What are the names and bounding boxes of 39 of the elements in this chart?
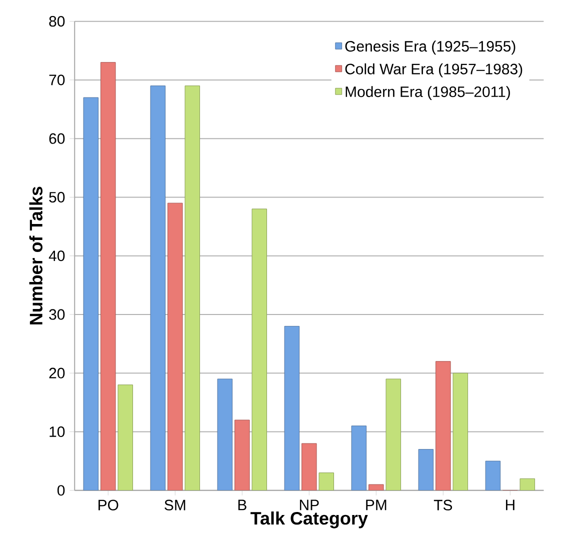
y-tick-label: 0 bbox=[57, 485, 65, 496]
bar bbox=[118, 384, 133, 490]
y-tick-label: 60 bbox=[49, 133, 65, 144]
bar bbox=[284, 326, 300, 490]
y-tick-label: 40 bbox=[48, 250, 65, 262]
bar bbox=[418, 449, 434, 490]
x-tick-label: PM bbox=[366, 500, 386, 510]
bar bbox=[302, 443, 317, 490]
bar bbox=[386, 378, 402, 490]
bar bbox=[83, 97, 99, 490]
bar bbox=[150, 86, 166, 490]
bar bbox=[318, 472, 334, 490]
y-tick-label: 20 bbox=[49, 368, 65, 378]
y-tick-label: 70 bbox=[49, 74, 65, 86]
bar bbox=[184, 86, 200, 490]
x-tick-label: PO bbox=[98, 500, 118, 510]
y-tick-label: 10 bbox=[50, 426, 65, 438]
bar bbox=[252, 208, 268, 490]
bar bbox=[436, 361, 451, 490]
bar bbox=[452, 372, 468, 490]
x-tick-label: H bbox=[506, 500, 514, 510]
legend-label: Genesis Era (1925–1955) bbox=[345, 40, 516, 55]
bar bbox=[168, 202, 183, 490]
y-tick-label: 30 bbox=[49, 309, 65, 320]
x-tick-label: SM bbox=[164, 500, 186, 510]
x-tick-label: B bbox=[238, 500, 246, 510]
x-tick-label: TS bbox=[434, 500, 452, 510]
x-axis-title: Talk Category bbox=[250, 512, 368, 528]
bar bbox=[351, 426, 367, 490]
legend-label: Cold War Era (1957–1983) bbox=[345, 63, 522, 78]
y-axis-title: Number of Talks bbox=[29, 186, 42, 324]
bar bbox=[100, 62, 116, 490]
legend-label: Modern Era (1985–2011) bbox=[346, 86, 510, 100]
bar bbox=[234, 420, 250, 490]
bar bbox=[485, 460, 501, 490]
y-tick-label: 50 bbox=[49, 192, 65, 203]
y-tick-label: 80 bbox=[49, 16, 65, 27]
x-tick-label: NP bbox=[300, 500, 319, 510]
bar bbox=[217, 378, 233, 490]
